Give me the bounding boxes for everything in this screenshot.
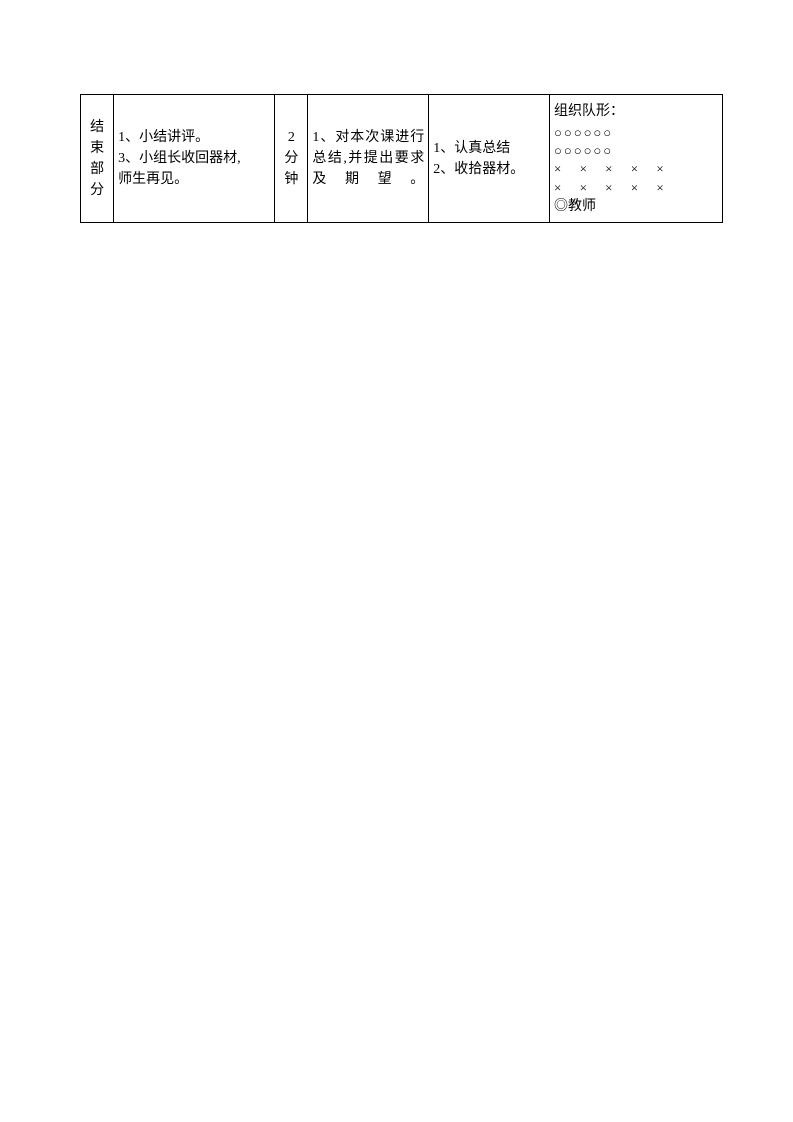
time-char-3: 钟: [279, 169, 303, 190]
teacher-activity-cell: 1、对本次课进行总结,并提出要求及期望。: [308, 95, 429, 223]
time-cell: 2 分 钟: [275, 95, 308, 223]
section-char-3: 部: [85, 159, 109, 180]
formation-teacher: ◎教师: [554, 197, 718, 217]
student-line-2: 2、收拾器材。: [433, 159, 545, 180]
formation-label: 组织队形：: [554, 101, 718, 122]
time-char-2: 分: [279, 148, 303, 169]
lesson-table: 结 束 部 分 1、小结讲评。 3、小组长收回器材, 师生再见。 2 分 钟 1…: [80, 94, 723, 223]
student-activity-cell: 1、认真总结 2、收拾器材。: [429, 95, 550, 223]
section-char-4: 分: [85, 180, 109, 201]
content-cell: 1、小结讲评。 3、小组长收回器材, 师生再见。: [114, 95, 275, 223]
formation-row-4: × × × × ×: [554, 179, 718, 197]
section-char-2: 束: [85, 138, 109, 159]
formation-row-2: ○○○○○○: [554, 142, 718, 160]
formation-row-3: × × × × ×: [554, 160, 718, 178]
time-char-1: 2: [279, 127, 303, 148]
student-line-1: 1、认真总结: [433, 138, 545, 159]
section-label-cell: 结 束 部 分: [81, 95, 114, 223]
content-line-1: 1、小结讲评。: [118, 127, 270, 148]
content-line-2: 3、小组长收回器材,: [118, 148, 270, 169]
formation-cell: 组织队形： ○○○○○○ ○○○○○○ × × × × × × × × × × …: [550, 95, 723, 223]
section-char-1: 结: [85, 117, 109, 138]
teacher-activity-text: 1、对本次课进行总结,并提出要求及期望。: [312, 130, 424, 187]
table-row: 结 束 部 分 1、小结讲评。 3、小组长收回器材, 师生再见。 2 分 钟 1…: [81, 95, 723, 223]
page-container: 结 束 部 分 1、小结讲评。 3、小组长收回器材, 师生再见。 2 分 钟 1…: [0, 0, 793, 223]
content-line-3: 师生再见。: [118, 169, 270, 190]
formation-row-1: ○○○○○○: [554, 124, 718, 142]
